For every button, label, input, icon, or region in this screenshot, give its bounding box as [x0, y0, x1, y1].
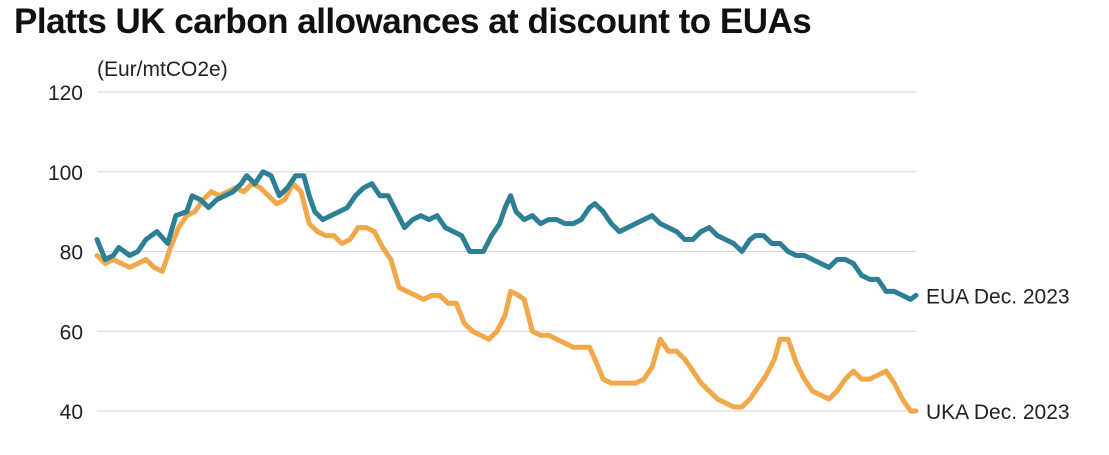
- y-axis-unit-label: (Eur/mtCO2e): [97, 58, 228, 81]
- y-axis-ticks: 40 60 80 100 120: [48, 82, 83, 424]
- series-label-eua: EUA Dec. 2023: [926, 285, 1070, 308]
- series-line-uka: [94, 181, 919, 414]
- series-labels: EUA Dec. 2023 UKA Dec. 2023: [926, 285, 1070, 424]
- series-line-eua: [94, 169, 919, 302]
- y-tick-label-100: 100: [48, 162, 83, 185]
- y-tick-label-40: 40: [60, 401, 83, 424]
- chart-title: Platts UK carbon allowances at discount …: [14, 2, 812, 41]
- series-label-uka: UKA Dec. 2023: [926, 401, 1070, 424]
- y-tick-label-80: 80: [60, 242, 83, 265]
- gridlines: [97, 91, 916, 412]
- series-lines: [94, 169, 919, 414]
- y-tick-label-60: 60: [60, 321, 83, 344]
- y-tick-label-120: 120: [48, 82, 83, 105]
